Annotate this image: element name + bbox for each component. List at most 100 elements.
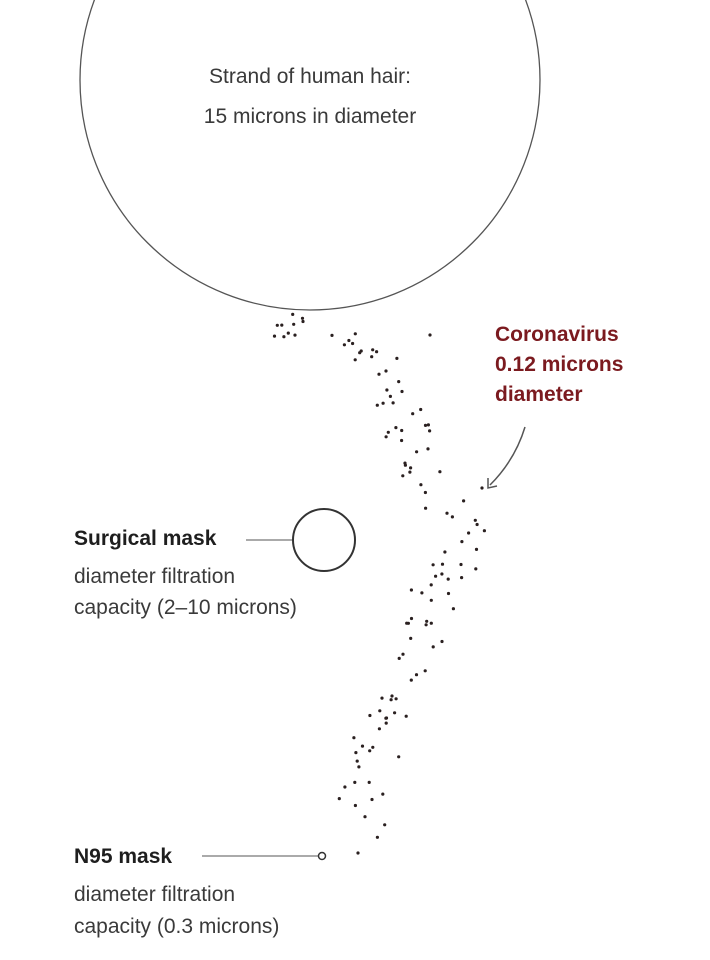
virus-particle <box>384 435 388 439</box>
virus-particle <box>420 591 424 595</box>
virus-particle <box>475 522 479 527</box>
virus-particle <box>431 563 435 567</box>
virus-particle <box>394 426 398 430</box>
virus-particle <box>451 607 455 611</box>
virus-particle <box>353 780 357 785</box>
virus-particle <box>467 531 471 535</box>
surgical-mask-desc-2: capacity (2–10 microns) <box>74 596 297 619</box>
virus-particle <box>367 780 371 785</box>
virus-particle <box>440 572 444 576</box>
virus-particle <box>397 755 401 759</box>
virus-particle <box>404 714 408 718</box>
virus-particle <box>282 335 286 339</box>
virus-particle <box>426 447 430 451</box>
virus-particle <box>384 721 388 725</box>
virus-particle <box>380 696 384 700</box>
virus-particle <box>431 645 435 649</box>
virus-particle <box>428 333 432 337</box>
virus-particle <box>434 574 438 578</box>
virus-particle <box>383 823 387 827</box>
virus-particle <box>403 463 407 467</box>
virus-particle <box>363 815 367 819</box>
virus-particle <box>352 736 356 740</box>
virus-particle <box>330 333 334 337</box>
virus-particle <box>381 792 385 796</box>
virus-particle <box>409 616 414 621</box>
virus-particle <box>409 636 413 641</box>
virus-particle <box>351 341 355 346</box>
virus-particle <box>423 490 427 495</box>
virus-particle <box>425 619 429 623</box>
virus-particle <box>411 412 415 416</box>
virus-particle <box>375 350 379 354</box>
virus-particle <box>419 407 423 412</box>
virus-particle <box>394 697 398 701</box>
virus-particle <box>414 673 419 677</box>
virus-particle <box>408 470 412 474</box>
virus-particle <box>400 428 404 433</box>
surgical-mask-desc-1: diameter filtration <box>74 565 236 588</box>
virus-particle <box>342 343 346 347</box>
virus-particle <box>300 316 305 320</box>
virus-particle <box>395 356 399 360</box>
virus-particle <box>347 338 351 343</box>
virus-particle <box>377 727 381 731</box>
virus-particle <box>301 319 305 324</box>
hair-strand-circle <box>79 0 541 311</box>
virus-particle <box>389 698 393 702</box>
virus-particle <box>354 751 358 755</box>
coronavirus-unit: diameter <box>495 383 583 406</box>
hair-label-line1: Strand of human hair: <box>209 65 411 88</box>
virus-particle <box>386 430 390 434</box>
virus-particle <box>462 499 466 503</box>
virus-particle <box>424 623 428 627</box>
virus-particle <box>409 466 413 470</box>
virus-particle <box>424 506 428 510</box>
virus-particle <box>428 429 432 433</box>
virus-particle <box>378 709 382 713</box>
virus-particle <box>358 351 362 355</box>
virus-particle <box>375 835 379 839</box>
virus-particle <box>482 529 486 533</box>
virus-particle <box>426 423 430 427</box>
virus-particle <box>406 621 410 625</box>
virus-particle <box>401 474 405 478</box>
virus-particle <box>384 716 388 720</box>
virus-particle <box>353 803 357 808</box>
virus-particle <box>280 323 284 327</box>
virus-particle <box>381 401 385 405</box>
virus-particle <box>385 388 389 392</box>
virus-particle <box>450 515 454 519</box>
virus-particle <box>353 358 357 362</box>
virus-particle <box>371 745 375 749</box>
virus-particle <box>291 312 295 316</box>
virus-particle <box>440 562 445 566</box>
virus-particle <box>391 401 395 405</box>
virus-particle <box>343 785 347 789</box>
virus-particle <box>473 518 477 522</box>
virus-particle <box>474 567 478 571</box>
virus-particle <box>370 355 374 359</box>
n95-mask-title: N95 mask <box>74 845 173 868</box>
virus-particle <box>419 483 423 487</box>
coronavirus-arrow <box>489 426 526 486</box>
virus-particle <box>409 678 413 682</box>
virus-particle <box>401 652 405 656</box>
virus-particle <box>480 486 484 490</box>
virus-particle <box>371 348 375 352</box>
coronavirus-particles <box>272 312 486 855</box>
virus-particle <box>275 323 279 327</box>
virus-particle <box>293 333 297 337</box>
virus-particle <box>440 639 444 644</box>
virus-particle <box>415 450 419 454</box>
virus-particle <box>360 744 365 748</box>
virus-particle <box>375 403 379 407</box>
n95-mask-desc-2: capacity (0.3 microns) <box>74 915 280 938</box>
coronavirus-size: 0.12 microns <box>495 353 624 376</box>
virus-particle <box>397 380 401 384</box>
surgical-mask-circle <box>292 508 356 572</box>
virus-particle <box>460 540 464 544</box>
virus-particle <box>368 749 372 753</box>
virus-particle <box>443 550 447 554</box>
